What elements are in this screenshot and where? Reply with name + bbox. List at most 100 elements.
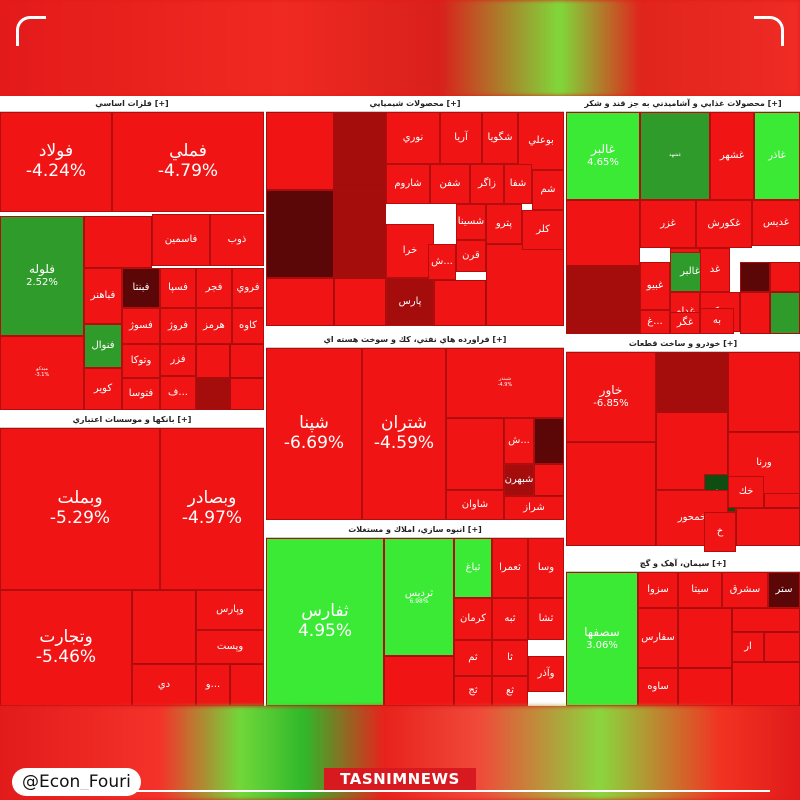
- stock-tile[interactable]: خك: [728, 476, 764, 508]
- stock-tile[interactable]: وپارس: [196, 590, 264, 630]
- treemap-cell[interactable]: [732, 608, 800, 632]
- stock-tile[interactable]: غديس: [752, 200, 800, 246]
- stock-tile[interactable]: شپنا -6.69%: [266, 348, 362, 520]
- stock-tile[interactable]: خ: [704, 512, 736, 552]
- stock-tile[interactable]: شراز: [504, 496, 564, 520]
- treemap-cell[interactable]: [486, 244, 564, 326]
- treemap-cell[interactable]: [678, 668, 732, 706]
- treemap-cell[interactable]: [266, 112, 334, 190]
- stock-tile[interactable]: پترو: [486, 204, 522, 244]
- treemap-cell[interactable]: [84, 216, 152, 268]
- stock-tile[interactable]: هرمز: [196, 308, 232, 344]
- stock-tile[interactable]: فلوله 2.52%: [0, 216, 84, 336]
- stock-tile[interactable]: فنوال: [84, 324, 122, 368]
- sector-header[interactable]: محصولات غذايي و آشاميدني به جز قند و شكر…: [566, 96, 800, 112]
- sector-header[interactable]: انبوه سازي، املاك و مستغلات [+]: [266, 522, 564, 538]
- stock-tile[interactable]: كوير: [84, 368, 122, 410]
- stock-tile[interactable]: شاوان: [446, 490, 504, 520]
- stock-tile[interactable]: فسوژ: [122, 308, 160, 344]
- stock-tile[interactable]: ستر: [768, 572, 800, 608]
- stock-tile[interactable]: خرا: [386, 224, 434, 278]
- stock-tile[interactable]: فولاد -4.24%: [0, 112, 112, 212]
- stock-tile[interactable]: غزر: [640, 200, 696, 248]
- stock-tile[interactable]: فروي: [232, 268, 264, 308]
- stock-tile[interactable]: ش...: [428, 244, 456, 280]
- treemap-cell[interactable]: [230, 664, 264, 706]
- stock-tile[interactable]: كلر: [522, 210, 564, 250]
- stock-tile[interactable]: وبملت -5.29%: [0, 428, 160, 590]
- treemap-cell[interactable]: [732, 662, 800, 706]
- sector-automotive[interactable]: خودرو و ساخت قطعات [+] خاور-6.85%خريختور…: [566, 336, 800, 554]
- treemap-cell[interactable]: [266, 278, 334, 326]
- stock-tile[interactable]: شم: [532, 170, 564, 210]
- stock-tile[interactable]: شبهرن: [504, 464, 534, 496]
- stock-tile[interactable]: شاروم: [386, 164, 430, 204]
- sector-basic-metals[interactable]: فلزات اساسي [+] فولاد -4.24% فملي -4.79% فلو…: [0, 96, 264, 410]
- treemap-cell[interactable]: [196, 378, 230, 410]
- stock-tile[interactable]: وبصادر -4.97%: [160, 428, 264, 590]
- stock-tile[interactable]: غد: [700, 248, 730, 292]
- sector-header[interactable]: سيمان، آهک و گچ [+]: [566, 556, 800, 572]
- stock-tile[interactable]: فجر: [196, 268, 232, 308]
- treemap-cell[interactable]: [196, 344, 230, 378]
- stock-tile[interactable]: وآذر: [528, 656, 564, 692]
- treemap-cell[interactable]: [678, 608, 732, 668]
- stock-tile[interactable]: ثا: [492, 640, 528, 676]
- sector-header[interactable]: محصولات شيميايي [+]: [266, 96, 564, 112]
- treemap-cell[interactable]: [770, 262, 800, 292]
- treemap-cell[interactable]: [656, 352, 728, 412]
- stock-tile[interactable]: فملي -4.79%: [112, 112, 264, 212]
- treemap-cell[interactable]: [266, 190, 334, 278]
- stock-tile[interactable]: ثفارس 4.95%: [266, 538, 384, 706]
- sector-header[interactable]: فلزات اساسي [+]: [0, 96, 264, 112]
- stock-tile[interactable]: ثعمرا: [492, 538, 528, 598]
- stock-tile[interactable]: نوري: [386, 112, 440, 164]
- stock-tile[interactable]: شبندر -4.9%: [446, 348, 564, 418]
- stock-tile[interactable]: سفارس: [638, 608, 678, 668]
- treemap-cell[interactable]: [132, 590, 196, 664]
- stock-tile[interactable]: خاور -6.85%: [566, 352, 656, 442]
- stock-tile[interactable]: غاذر: [754, 112, 800, 200]
- treemap-cell[interactable]: [770, 292, 800, 334]
- stock-tile[interactable]: فاسمين: [152, 214, 210, 266]
- stock-tile[interactable]: غكورش: [696, 200, 752, 248]
- stock-tile[interactable]: و...: [196, 664, 230, 706]
- stock-tile[interactable]: ثباغ: [454, 538, 492, 598]
- treemap-cell[interactable]: [446, 418, 504, 490]
- stock-tile[interactable]: شفن: [430, 164, 470, 204]
- treemap-cell[interactable]: [230, 344, 264, 378]
- treemap-cell[interactable]: [230, 378, 264, 410]
- stock-tile[interactable]: كاوه: [232, 308, 264, 344]
- stock-tile[interactable]: ف...: [160, 376, 196, 410]
- stock-tile[interactable]: شگويا: [482, 112, 518, 164]
- stock-tile[interactable]: شفا: [504, 164, 532, 204]
- stock-tile[interactable]: دي: [132, 664, 196, 706]
- treemap-cell[interactable]: [566, 442, 656, 546]
- stock-tile[interactable]: سزوا: [638, 572, 678, 608]
- sector-cement[interactable]: سيمان، آهک و گچ [+] سصفها 3.06% سزوا سيتا سش…: [566, 556, 800, 706]
- stock-tile[interactable]: كرمان: [454, 598, 492, 640]
- treemap-cell[interactable]: [764, 632, 800, 662]
- stock-tile[interactable]: ثبه: [492, 598, 528, 640]
- stock-tile[interactable]: غالبر 4.65%: [566, 112, 640, 200]
- stock-tile[interactable]: وسا: [528, 538, 564, 598]
- stock-tile[interactable]: وتجارت -5.46%: [0, 590, 132, 706]
- stock-tile[interactable]: ثم: [454, 640, 492, 676]
- stock-tile[interactable]: فزر: [160, 344, 196, 376]
- treemap-cell[interactable]: [566, 200, 640, 266]
- sector-food-products[interactable]: محصولات غذايي و آشاميدني به جز قند و شكر…: [566, 96, 800, 334]
- stock-tile[interactable]: غبيو: [640, 262, 670, 310]
- stock-tile[interactable]: ثشا: [528, 598, 564, 640]
- treemap-cell[interactable]: [656, 412, 728, 490]
- stock-tile[interactable]: پارس: [386, 278, 434, 326]
- stock-tile[interactable]: بوعلي: [518, 112, 564, 170]
- stock-tile[interactable]: به: [700, 308, 734, 334]
- sector-header[interactable]: خودرو و ساخت قطعات [+]: [566, 336, 800, 352]
- stock-tile[interactable]: قرن: [456, 240, 486, 272]
- stock-tile[interactable]: ثج: [454, 676, 492, 706]
- treemap-cell[interactable]: [534, 418, 564, 464]
- stock-tile[interactable]: وتوكا: [122, 344, 160, 378]
- stock-tile[interactable]: ذوب: [210, 214, 264, 266]
- treemap-cell[interactable]: [534, 464, 564, 496]
- stock-tile[interactable]: سشرق: [722, 572, 768, 608]
